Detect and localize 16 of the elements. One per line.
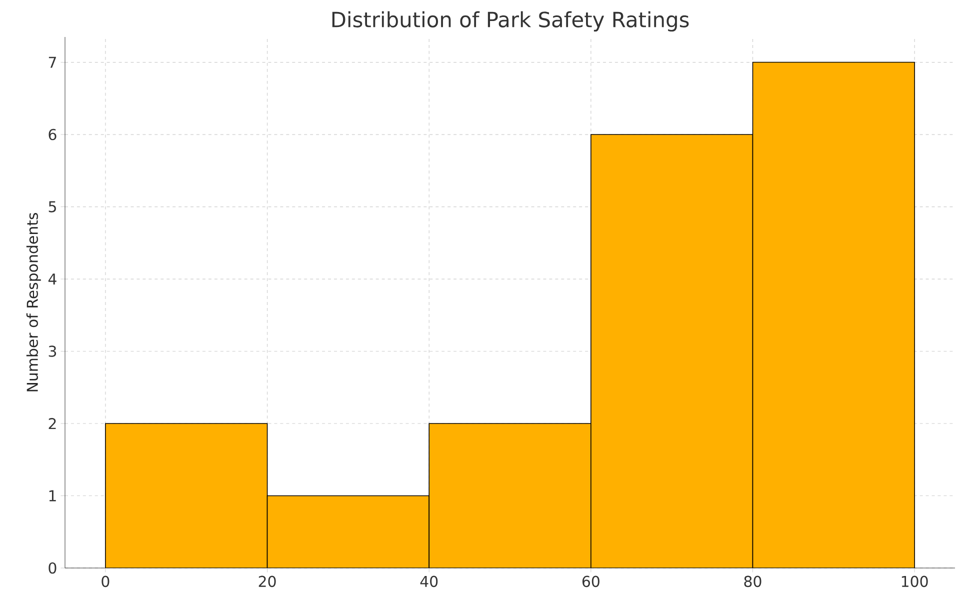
x-tick-label: 60 — [582, 576, 600, 588]
x-tick-label: 0 — [102, 576, 110, 588]
y-tick-label: 4 — [48, 274, 56, 284]
chart-title: Distribution of Park Safety Ratings — [332, 11, 689, 32]
y-tick-label: 7 — [48, 56, 56, 68]
y-tick-label: 0 — [48, 562, 56, 574]
y-tick-label: 5 — [48, 201, 56, 212]
y-axis-title: Number of Respondents — [26, 212, 41, 392]
y-tick-label: 1 — [49, 490, 56, 502]
x-tick-label: 40 — [420, 576, 438, 588]
x-tick-label: 100 — [902, 576, 928, 588]
x-tick-label: 80 — [744, 576, 762, 588]
y-tick-label: 2 — [48, 418, 56, 430]
y-tick-label: 3 — [48, 346, 56, 357]
x-tick-label: 20 — [258, 576, 276, 588]
y-tick-label: 6 — [48, 128, 56, 140]
